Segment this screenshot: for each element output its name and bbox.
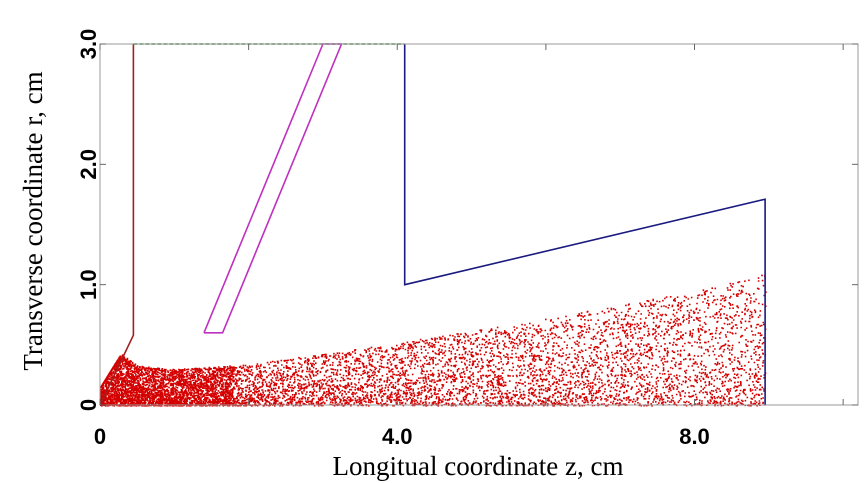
plot-frame <box>99 43 859 406</box>
left-boundary-line <box>99 44 135 406</box>
x-tick-label: 0 <box>94 424 106 449</box>
y-tick-label: 0 <box>76 399 101 411</box>
y-tick-label: 2.0 <box>76 149 101 180</box>
x-tick-label: 4.0 <box>382 424 413 449</box>
particle-scatter-series <box>100 274 767 407</box>
y-tick-label: 1.0 <box>76 269 101 300</box>
inner-electrode-line <box>203 43 343 334</box>
right-boundary-line <box>403 44 766 405</box>
tick-labels: 0 4.0 8.0 0 1.0 2.0 3.0 <box>76 29 710 449</box>
y-axis-title: Transverse coordinate r, cm <box>18 71 48 370</box>
axis-ticks <box>99 43 858 406</box>
x-tick-label: 8.0 <box>679 424 710 449</box>
x-axis-title: Longitual coordinate z, cm <box>333 451 624 481</box>
y-tick-label: 3.0 <box>76 29 101 60</box>
particle-points <box>100 274 767 407</box>
